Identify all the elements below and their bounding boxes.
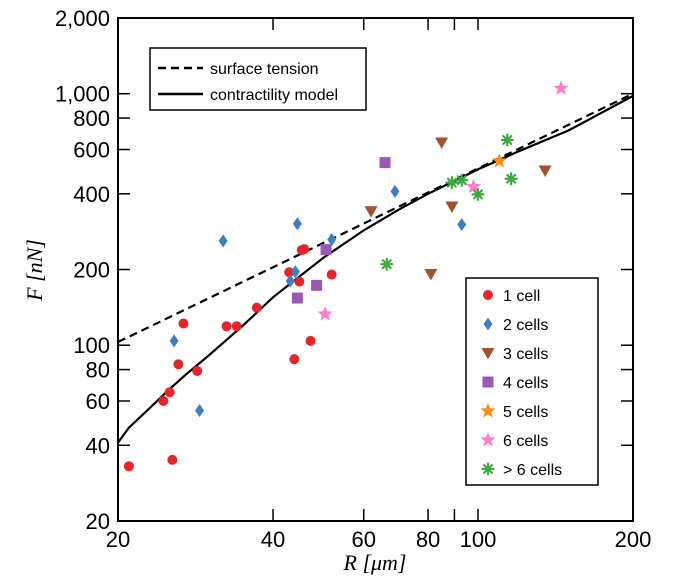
data-point bbox=[380, 257, 394, 271]
data-point bbox=[123, 461, 134, 472]
y-tick-label: 800 bbox=[73, 106, 110, 131]
x-tick-label: 100 bbox=[460, 527, 497, 552]
y-tick-label: 2,000 bbox=[55, 6, 110, 31]
data-point bbox=[364, 206, 378, 218]
data-point bbox=[445, 176, 459, 190]
data-point bbox=[251, 302, 262, 313]
data-point bbox=[455, 173, 469, 187]
axis-ticks bbox=[117, 17, 634, 522]
data-point bbox=[231, 321, 242, 332]
data-point bbox=[305, 335, 316, 346]
data-point bbox=[218, 234, 228, 248]
legend-series-label: 3 cells bbox=[503, 346, 548, 363]
line-legend-box bbox=[149, 47, 367, 111]
legend-series-label: 5 cells bbox=[503, 404, 548, 421]
y-tick-label: 40 bbox=[86, 433, 110, 458]
data-point bbox=[457, 217, 467, 231]
legend-marker bbox=[483, 317, 493, 331]
data-point bbox=[173, 359, 184, 370]
data-point bbox=[158, 396, 169, 407]
data-point bbox=[290, 265, 300, 279]
data-point bbox=[390, 184, 400, 198]
legend-series-label: 2 cells bbox=[503, 317, 548, 334]
data-point bbox=[178, 318, 189, 329]
data-point bbox=[285, 274, 295, 288]
legend-marker bbox=[480, 403, 496, 418]
y-tick-label: 80 bbox=[86, 358, 110, 383]
data-point bbox=[291, 292, 303, 304]
x-tick-label: 200 bbox=[615, 527, 652, 552]
legend-marker bbox=[482, 376, 494, 388]
data-point bbox=[504, 172, 518, 186]
data-point bbox=[500, 133, 514, 147]
data-point bbox=[221, 321, 232, 332]
data-point bbox=[491, 153, 507, 168]
legend-surface-tension-label: surface tension bbox=[210, 61, 319, 78]
data-point bbox=[327, 233, 337, 247]
y-tick-label: 20 bbox=[86, 509, 110, 534]
data-point bbox=[164, 387, 175, 398]
x-tick-label: 20 bbox=[106, 527, 130, 552]
line-legend: surface tension contractility model bbox=[149, 47, 367, 111]
data-point bbox=[445, 201, 459, 214]
surface-tension-curve bbox=[117, 92, 634, 343]
legend-series-label: 4 cells bbox=[503, 375, 548, 392]
legend-series-label: > 6 cells bbox=[503, 462, 562, 479]
data-point bbox=[284, 267, 295, 278]
legend-marker bbox=[483, 290, 493, 300]
legend-contractility-label: contractility model bbox=[210, 87, 338, 104]
legend-series-label: 6 cells bbox=[503, 433, 548, 450]
legend-marker bbox=[480, 432, 496, 447]
x-tick-label: 80 bbox=[416, 527, 440, 552]
legend-series-label: 1 cell bbox=[503, 288, 540, 305]
y-axis-title: F [nN] bbox=[22, 239, 47, 302]
y-tick-label: 1,000 bbox=[55, 82, 110, 107]
x-tick-label: 40 bbox=[261, 527, 285, 552]
data-point bbox=[289, 354, 300, 365]
data-point bbox=[317, 306, 333, 321]
data-point bbox=[195, 404, 205, 418]
tick-labels: 20 40 60 80 100 200204060801002004006008001,0… bbox=[55, 6, 651, 552]
y-tick-label: 600 bbox=[73, 138, 110, 163]
x-tick-label: 60 bbox=[351, 527, 375, 552]
data-point bbox=[299, 244, 310, 255]
marker-legend: 1 cell 2 cells 3 cells 4 cells 5 cells 6 cell… bbox=[465, 277, 599, 486]
y-tick-label: 200 bbox=[73, 258, 110, 283]
data-points bbox=[123, 80, 569, 472]
data-point bbox=[424, 268, 438, 281]
data-point bbox=[538, 165, 552, 178]
data-point bbox=[553, 80, 569, 95]
data-point bbox=[192, 365, 203, 376]
legend-marker bbox=[481, 348, 495, 360]
data-point bbox=[465, 178, 482, 194]
data-point bbox=[294, 276, 305, 287]
y-tick-label: 400 bbox=[73, 182, 110, 207]
data-point bbox=[471, 187, 485, 201]
legend-marker bbox=[481, 462, 495, 476]
data-point bbox=[292, 217, 302, 231]
data-point bbox=[311, 279, 323, 291]
x-axis-title: R [μm] bbox=[343, 550, 407, 575]
data-point bbox=[167, 454, 178, 465]
data-point bbox=[435, 137, 449, 149]
data-point bbox=[326, 269, 337, 280]
data-point bbox=[379, 157, 391, 169]
data-point bbox=[169, 334, 179, 348]
data-point bbox=[320, 244, 332, 256]
y-tick-label: 100 bbox=[73, 333, 110, 358]
y-tick-label: 60 bbox=[86, 389, 110, 414]
